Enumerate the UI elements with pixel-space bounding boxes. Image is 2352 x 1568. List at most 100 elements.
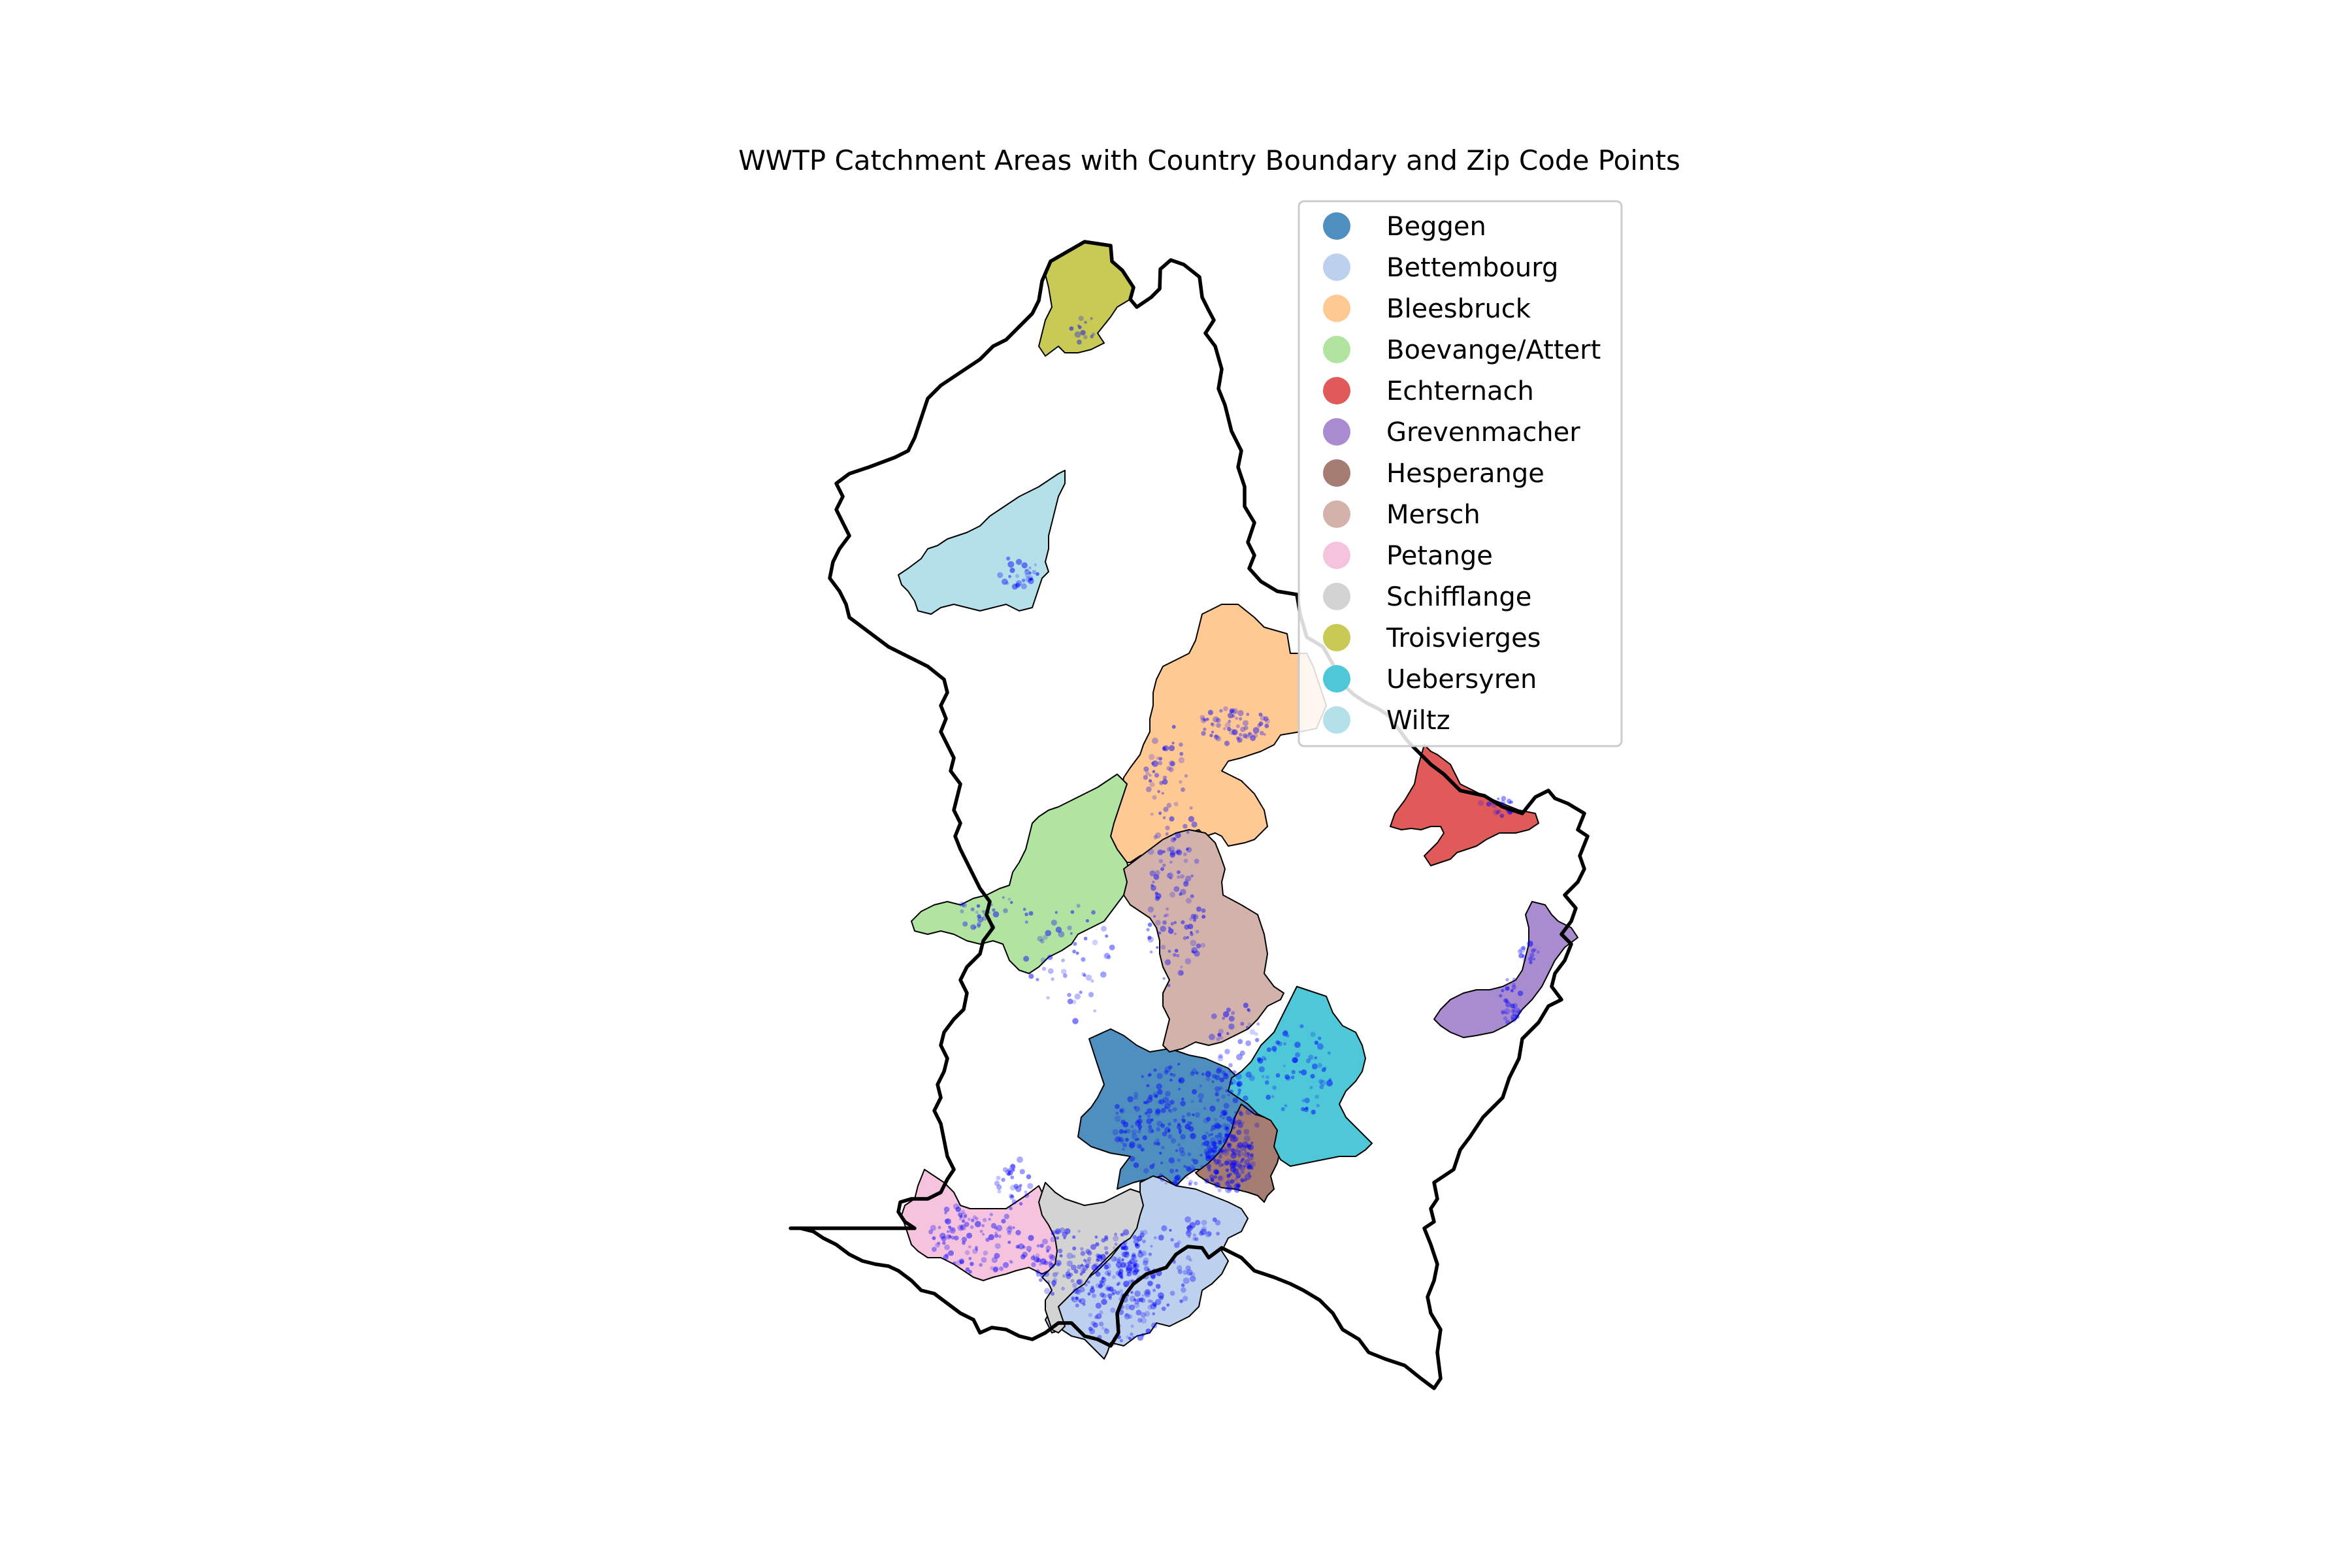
zip-code-point <box>959 1260 964 1264</box>
zip-code-point <box>1076 1279 1082 1285</box>
zip-code-point <box>1007 1170 1013 1175</box>
zip-code-point <box>1215 1123 1221 1130</box>
legend-label: Boevange/Attert <box>1386 335 1601 365</box>
zip-code-point <box>989 1213 993 1217</box>
zip-code-point <box>1217 1066 1223 1073</box>
zip-code-point <box>1104 1262 1111 1269</box>
zip-code-point <box>1144 1291 1151 1298</box>
zip-code-point <box>1181 1287 1186 1293</box>
zip-code-point <box>1499 994 1503 998</box>
zip-code-point <box>1226 1184 1233 1191</box>
zip-code-point <box>992 1267 998 1273</box>
legend-item: Bettembourg <box>1323 253 1558 283</box>
zip-code-point <box>1165 913 1169 917</box>
zip-code-point <box>1136 1269 1140 1273</box>
zip-code-point <box>1153 1236 1157 1239</box>
zip-code-point <box>1019 1184 1022 1187</box>
zip-code-point <box>1497 797 1500 800</box>
legend-item: Bleesbruck <box>1323 294 1531 324</box>
zip-code-point <box>1510 1004 1515 1009</box>
zip-code-point <box>1184 1124 1191 1130</box>
zip-code-point <box>1224 740 1230 746</box>
zip-code-point <box>1228 1160 1234 1166</box>
legend-marker <box>1323 542 1350 569</box>
zip-code-point <box>1129 1156 1135 1162</box>
zip-code-point <box>1009 1260 1014 1264</box>
zip-code-point <box>1181 1118 1184 1121</box>
zip-code-point <box>1310 1073 1315 1079</box>
zip-code-point <box>1149 753 1155 760</box>
zip-code-point <box>1232 1126 1235 1130</box>
legend-marker <box>1323 706 1350 734</box>
zip-code-point <box>1229 1118 1236 1125</box>
zip-code-point <box>1072 949 1076 954</box>
zip-code-point <box>1160 1177 1165 1182</box>
zip-code-point <box>1245 1071 1252 1078</box>
zip-code-point <box>1153 1304 1157 1307</box>
zip-code-point <box>1213 1169 1219 1175</box>
zip-code-point <box>1237 1184 1241 1188</box>
zip-code-point <box>1210 1177 1215 1182</box>
zip-code-point <box>1173 1119 1177 1122</box>
zip-code-point <box>1186 936 1190 939</box>
zip-code-point <box>1103 1328 1110 1334</box>
zip-code-point <box>1232 708 1238 715</box>
zip-code-point <box>1194 1237 1199 1241</box>
zip-code-point <box>1165 825 1170 831</box>
zip-code-point <box>994 1233 999 1238</box>
zip-code-point <box>1077 1264 1082 1269</box>
zip-code-point <box>1147 1073 1151 1077</box>
zip-code-point <box>1183 852 1187 857</box>
zip-code-point <box>1165 832 1169 836</box>
zip-code-point <box>1051 1264 1054 1267</box>
zip-code-point <box>1039 1278 1043 1282</box>
zip-code-point <box>1175 1174 1181 1181</box>
zip-code-point <box>1196 943 1201 949</box>
zip-code-point <box>1137 1130 1141 1134</box>
zip-code-point <box>1185 1265 1191 1271</box>
zip-code-point <box>1079 1286 1085 1293</box>
zip-code-point <box>1512 1009 1516 1012</box>
zip-code-point <box>1120 1246 1124 1250</box>
zip-code-point <box>1187 1235 1191 1238</box>
zip-code-point <box>1199 1085 1203 1088</box>
zip-code-point <box>1024 568 1030 575</box>
zip-code-point <box>1083 335 1088 340</box>
zip-code-point <box>1225 1168 1230 1172</box>
zip-code-point <box>1158 931 1162 935</box>
zip-code-point <box>1507 798 1512 804</box>
zip-code-point <box>1504 986 1510 991</box>
zip-code-point <box>1166 847 1172 852</box>
zip-code-point <box>1217 1033 1222 1037</box>
zip-code-point <box>1203 1117 1209 1124</box>
zip-code-point <box>1233 1160 1237 1164</box>
zip-code-point <box>988 1217 991 1221</box>
zip-code-point <box>1159 1296 1164 1301</box>
zip-code-point <box>1159 1151 1162 1155</box>
zip-code-point <box>1124 1313 1129 1317</box>
zip-code-point <box>1070 910 1075 914</box>
zip-code-point <box>1205 1151 1211 1158</box>
zip-code-point <box>1028 973 1034 979</box>
zip-code-point <box>960 902 966 907</box>
zip-code-point <box>1218 1175 1222 1181</box>
zip-code-point <box>1015 1186 1022 1192</box>
zip-code-point <box>1143 1260 1149 1266</box>
zip-code-point <box>1162 779 1168 785</box>
zip-code-point <box>1094 1235 1098 1239</box>
zip-code-point <box>970 924 976 930</box>
legend-item: Schifflange <box>1323 582 1531 612</box>
zip-code-point <box>1230 1162 1236 1168</box>
zip-code-point <box>1236 1162 1242 1168</box>
zip-code-point <box>1095 1283 1101 1288</box>
legend-label: Wiltz <box>1386 706 1450 736</box>
zip-code-point <box>1085 1249 1090 1254</box>
zip-code-point <box>1515 1014 1520 1019</box>
legend-label: Troisvierges <box>1386 623 1541 653</box>
zip-code-point <box>1180 1151 1186 1157</box>
zip-code-point <box>1131 1254 1136 1259</box>
zip-code-point <box>1164 1066 1171 1073</box>
zip-code-point <box>983 1250 988 1256</box>
zip-code-point <box>1215 1075 1220 1081</box>
zip-code-point <box>1186 1226 1191 1230</box>
